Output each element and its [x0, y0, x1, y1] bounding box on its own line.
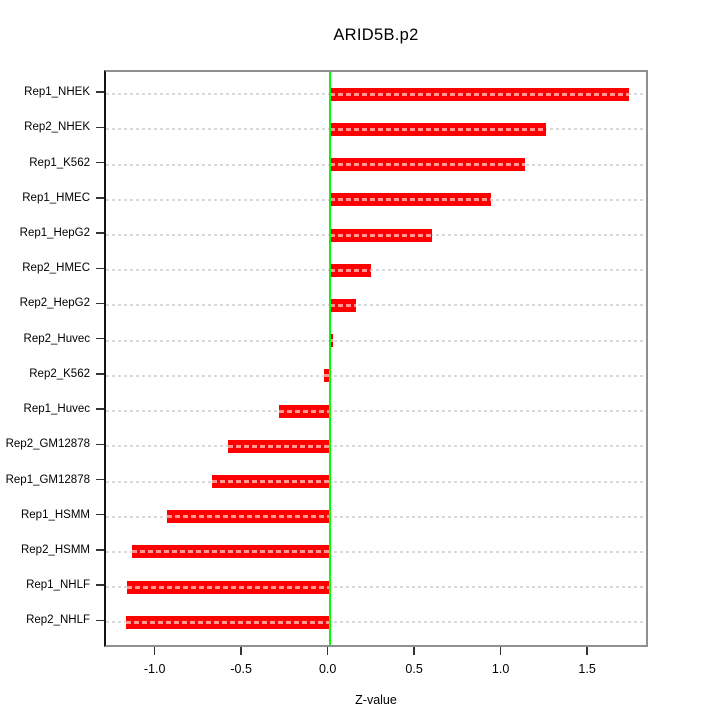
- bar-Rep1_NHLF: [127, 580, 330, 594]
- bar-Rep1_HMEC: [329, 193, 491, 207]
- y-tick: [96, 373, 104, 375]
- bar-dash-pattern: [227, 444, 330, 448]
- bar-Rep1_NHEK: [329, 87, 629, 101]
- y-axis-label-Rep1_HepG2: Rep1_HepG2: [19, 227, 90, 240]
- gridline: [106, 410, 646, 413]
- x-tick: [153, 647, 156, 655]
- y-axis-label-Rep2_HepG2: Rep2_HepG2: [19, 297, 90, 310]
- x-tick-label: 1.5: [578, 662, 596, 676]
- y-tick: [96, 513, 104, 516]
- gridline: [106, 550, 646, 553]
- bar-dash-pattern: [212, 480, 330, 483]
- bar-Rep2_K562: [324, 369, 330, 383]
- bar-Rep1_HepG2: [329, 228, 432, 242]
- y-tick: [96, 91, 104, 93]
- y-tick: [96, 197, 104, 199]
- gridline: [106, 304, 646, 307]
- y-axis-label-Rep1_K562: Rep1_K562: [29, 156, 90, 169]
- y-tick: [96, 478, 104, 481]
- bar-dash-pattern: [329, 268, 372, 272]
- bar-dash-pattern: [329, 339, 334, 343]
- bar-dash-pattern: [167, 515, 330, 519]
- bar-dash-pattern: [329, 92, 629, 96]
- bar-Rep2_HSMM: [132, 545, 330, 559]
- gridline: [106, 445, 646, 448]
- y-tick: [96, 302, 104, 305]
- x-tick: [499, 647, 502, 655]
- bar-dash-pattern: [329, 198, 491, 202]
- x-axis-title: Z-value: [355, 693, 397, 707]
- y-axis-label-Rep1_HSMM: Rep1_HSMM: [20, 508, 90, 521]
- y-axis-label-Rep1_HMEC: Rep1_HMEC: [22, 191, 90, 204]
- gridline: [106, 269, 646, 272]
- bar-dash-pattern: [329, 303, 356, 307]
- x-tick: [586, 647, 588, 655]
- y-tick: [96, 126, 104, 129]
- y-tick: [96, 619, 104, 622]
- gridline: [106, 621, 646, 624]
- bar-Rep2_HepG2: [329, 298, 356, 312]
- bar-Rep2_Huvec: [329, 334, 334, 348]
- y-axis-label-Rep1_NHEK: Rep1_NHEK: [24, 86, 90, 99]
- y-tick: [96, 337, 104, 340]
- y-tick: [96, 161, 104, 164]
- plot-area: [104, 70, 648, 647]
- y-axis-label-Rep1_GM12878: Rep1_GM12878: [5, 473, 90, 486]
- y-tick: [96, 232, 104, 234]
- x-tick-label: 0.5: [405, 662, 423, 676]
- bar-dash-pattern: [324, 374, 330, 378]
- gridline: [106, 480, 646, 483]
- y-axis-label-Rep2_GM12878: Rep2_GM12878: [5, 438, 90, 451]
- gridline: [106, 586, 646, 589]
- y-axis-label-Rep2_Huvec: Rep2_Huvec: [23, 332, 90, 345]
- bar-dash-pattern: [132, 550, 330, 554]
- bar-Rep2_NHLF: [125, 615, 330, 629]
- y-axis-label-Rep1_NHLF: Rep1_NHLF: [26, 579, 90, 592]
- bar-dash-pattern: [329, 127, 546, 131]
- x-tick: [413, 647, 415, 655]
- bar-Rep1_GM12878: [212, 475, 330, 488]
- y-axis-label-Rep2_NHEK: Rep2_NHEK: [24, 121, 90, 134]
- bar-dash-pattern: [279, 409, 330, 413]
- x-tick-label: -0.5: [230, 662, 252, 676]
- chart-title: ARID5B.p2: [333, 26, 419, 44]
- y-axis-label-Rep2_HSMM: Rep2_HSMM: [20, 543, 90, 556]
- bar-Rep1_K562: [329, 158, 526, 172]
- bar-Rep1_HSMM: [167, 510, 330, 524]
- y-tick: [96, 584, 104, 586]
- gridline: [106, 339, 646, 342]
- y-axis-label-Rep2_HMEC: Rep2_HMEC: [22, 262, 90, 275]
- bar-Rep1_Huvec: [279, 404, 330, 418]
- bar-dash-pattern: [329, 233, 432, 237]
- x-tick: [240, 647, 242, 655]
- x-tick-label: 0.0: [318, 662, 337, 676]
- bar-Rep2_GM12878: [227, 439, 330, 453]
- y-axis-label-Rep2_K562: Rep2_K562: [29, 367, 90, 380]
- x-tick: [326, 647, 329, 655]
- bar-dash-pattern: [329, 163, 526, 167]
- y-tick: [96, 443, 104, 446]
- y-axis-label-Rep2_NHLF: Rep2_NHLF: [26, 614, 90, 627]
- y-tick: [96, 549, 104, 551]
- bar-Rep2_HMEC: [329, 263, 372, 277]
- zero-reference-line: [328, 72, 331, 645]
- x-tick-label: 1.0: [491, 662, 510, 676]
- y-axis-label-Rep1_Huvec: Rep1_Huvec: [23, 403, 90, 416]
- bar-dash-pattern: [125, 620, 330, 624]
- bar-dash-pattern: [127, 585, 330, 589]
- gridline: [106, 374, 646, 377]
- y-tick: [96, 267, 104, 269]
- gridline: [106, 515, 646, 518]
- y-tick: [96, 408, 104, 410]
- x-tick-label: -1.0: [143, 662, 166, 676]
- bar-Rep2_NHEK: [329, 122, 546, 136]
